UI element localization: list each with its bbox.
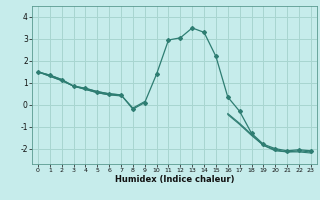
X-axis label: Humidex (Indice chaleur): Humidex (Indice chaleur) bbox=[115, 175, 234, 184]
